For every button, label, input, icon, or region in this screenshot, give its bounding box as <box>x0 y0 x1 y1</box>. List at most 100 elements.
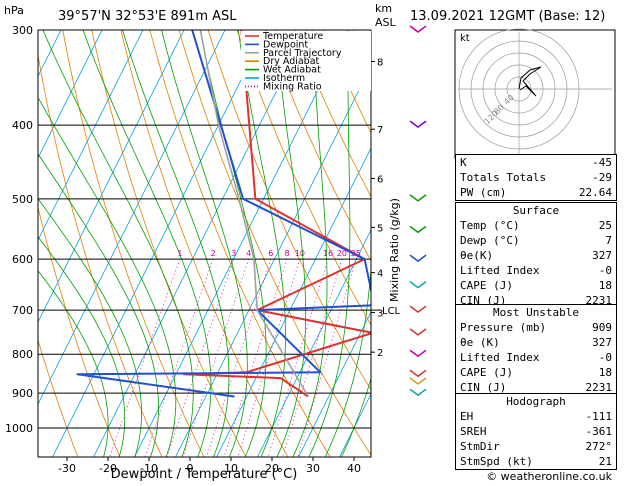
table-row: θe(K) 327 <box>460 249 612 262</box>
wind-barb <box>409 25 427 33</box>
height-unit-km: km <box>375 2 392 15</box>
series-line-temperature <box>183 30 371 398</box>
mixing-ratio-label: 10 <box>295 249 305 258</box>
mixing-ratio-label: 4 <box>246 249 251 258</box>
hodograph-trace <box>518 66 542 97</box>
mixing-ratio-label: 1 <box>177 249 182 258</box>
series-line-parcel-trajectory <box>199 30 309 397</box>
wet-adiabat <box>340 377 371 457</box>
x-tick-label: 10 <box>224 462 238 475</box>
isotherm <box>175 65 371 457</box>
pressure-tick-label: 400 <box>12 119 33 132</box>
x-axis-title: Dewpoint / Temperature (°C) <box>111 467 298 482</box>
indices-table: K -45 Totals Totals -29 PW (cm) 22.64 <box>455 154 617 201</box>
legend-label: Mixing Ratio <box>263 81 322 92</box>
dry-adiabat <box>91 30 247 457</box>
most-unstable-table: Most Unstable Pressure (mb) 909 θe (K) 327… <box>455 304 617 396</box>
x-tick-label: 20 <box>265 462 279 475</box>
table-row: Lifted Index -0 <box>460 351 612 364</box>
wind-barb <box>409 305 427 314</box>
wind-barb <box>409 120 427 129</box>
mixing-ratio-label: 3 <box>231 249 236 258</box>
height-unit-asl: ASL <box>375 16 397 29</box>
series-line-dewpoint <box>76 30 371 398</box>
table-row: Totals Totals -29 <box>460 171 612 184</box>
most-unstable-title: Most Unstable <box>492 306 580 319</box>
dry-adiabat <box>38 52 163 457</box>
mixing-ratio-label: 6 <box>268 249 273 258</box>
dry-adiabat <box>207 30 371 391</box>
wet-adiabat <box>308 30 351 457</box>
x-tick-label: -10 <box>140 462 158 475</box>
mixing-ratio-line <box>282 258 343 457</box>
isotherm <box>38 30 185 323</box>
location-label: 39°57'N 32°53'E 891m ASL <box>58 9 237 24</box>
table-row: Temp (°C) 25 <box>460 219 612 232</box>
mixing-ratio-line <box>267 258 329 457</box>
mixing-ratio-line <box>223 258 288 457</box>
dry-adiabat <box>323 30 371 134</box>
wind-barb <box>409 369 427 378</box>
pressure-unit-label: hPa <box>4 4 24 17</box>
table-row: EH -111 <box>460 410 612 423</box>
mixing-ratio-line <box>144 258 214 457</box>
table-row: StmSpd (kt) 21 <box>460 455 612 468</box>
wet-adiabat <box>199 30 267 457</box>
x-tick-label: -30 <box>58 462 76 475</box>
legend-label: Isotherm <box>263 73 305 84</box>
wind-barb <box>409 280 427 289</box>
mixing-ratio-label: 8 <box>284 249 289 258</box>
x-tick-label: 40 <box>347 462 361 475</box>
table-row: StmDir 272° <box>460 440 612 453</box>
hodograph-table-title: Hodograph <box>506 395 566 408</box>
wind-barb <box>409 254 427 263</box>
legend-label: Wet Adiabat <box>263 65 321 76</box>
datetime-label: 13.09.2021 12GMT (Base: 12) <box>410 9 605 24</box>
dry-adiabat <box>38 338 79 457</box>
isotherm <box>38 30 144 241</box>
wet-adiabat <box>324 264 371 457</box>
plot-frame <box>37 29 372 458</box>
wind-barb <box>409 349 427 358</box>
mixing-ratio-label: 25 <box>351 249 361 258</box>
credit-label: © weatheronline.co.uk <box>486 470 612 483</box>
table-row: CIN (J) 2231 <box>460 294 612 307</box>
table-row: Lifted Index -0 <box>460 264 612 277</box>
wet-adiabat <box>42 30 194 457</box>
x-tick-label: 30 <box>306 462 320 475</box>
mixing-ratio-axis-title: Mixing Ratio (g/kg) <box>388 198 401 302</box>
mixing-ratio-label: 2 <box>211 249 216 258</box>
legend-label: Dewpoint <box>263 39 308 50</box>
legend-label: Temperature <box>262 31 323 42</box>
legend-label: Parcel Trajectory <box>263 48 342 59</box>
table-row: CAPE (J) 18 <box>460 279 612 292</box>
x-tick-label: 0 <box>187 462 194 475</box>
table-row: Pressure (mb) 909 <box>460 321 612 334</box>
mixing-ratio-line <box>166 258 235 457</box>
wind-barb <box>409 328 427 336</box>
pressure-tick-label: 600 <box>12 253 33 266</box>
legend-box <box>241 31 371 91</box>
surface-title: Surface <box>512 204 560 217</box>
lcl-label: LCL <box>382 306 401 317</box>
wet-adiabat <box>82 30 212 457</box>
wind-barb <box>409 194 427 202</box>
height-tick-label: 8 <box>377 58 383 69</box>
table-row: θe (K) 327 <box>460 336 612 349</box>
wind-barb <box>409 388 427 397</box>
height-tick-label: 4 <box>377 269 383 280</box>
mixing-ratio-line <box>237 258 301 457</box>
dry-adiabat <box>120 30 289 457</box>
hodograph-frame <box>454 29 616 159</box>
height-tick-label: 5 <box>377 223 383 234</box>
hodograph-unit: kt <box>460 33 470 44</box>
dry-adiabat <box>236 30 371 326</box>
table-row: CIN (J) 2231 <box>460 381 612 394</box>
table-row: Dewp (°C) 7 <box>460 234 612 247</box>
dry-adiabat <box>149 30 331 457</box>
dry-adiabat <box>265 30 371 262</box>
isotherm <box>38 30 226 405</box>
pressure-tick-label: 700 <box>12 304 33 317</box>
table-row: K -45 <box>460 156 612 169</box>
